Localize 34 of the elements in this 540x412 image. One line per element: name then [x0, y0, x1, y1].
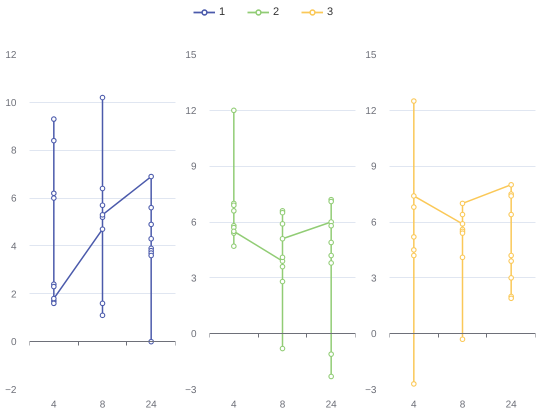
y-tick-label: 10	[5, 98, 17, 109]
y-tick-label: −3	[185, 385, 197, 396]
y-tick-label: 3	[370, 273, 377, 284]
y-tick-label: 2	[10, 289, 17, 300]
y-tick-label: 0	[370, 329, 377, 340]
x-tick-label: 8	[100, 400, 106, 410]
y-tick-label: 12	[365, 106, 377, 117]
y-tick-label: 6	[370, 218, 377, 228]
y-tick-label: 12	[5, 50, 17, 61]
legend-label: 2	[273, 6, 280, 18]
y-tick-label: 9	[190, 162, 197, 173]
legend-label: 1	[219, 6, 226, 18]
y-tick-label: 0	[10, 337, 17, 348]
x-tick-label: 24	[506, 400, 518, 410]
x-tick-label: 24	[326, 400, 338, 410]
y-tick-label: −3	[365, 385, 377, 396]
x-tick-label: 8	[460, 400, 466, 410]
y-tick-label: 15	[185, 50, 197, 61]
y-tick-label: 8	[10, 146, 17, 157]
y-tick-label: −2	[5, 385, 17, 396]
y-tick-label: 9	[370, 162, 377, 173]
y-tick-label: 6	[10, 194, 17, 205]
x-tick-label: 4	[51, 400, 58, 410]
legend-label: 3	[327, 6, 334, 18]
y-tick-label: 3	[190, 273, 197, 284]
x-tick-label: 24	[146, 400, 158, 410]
y-tick-label: 15	[365, 50, 377, 61]
y-tick-label: 12	[185, 106, 197, 117]
y-tick-label: 6	[190, 218, 197, 228]
x-tick-label: 4	[411, 400, 418, 410]
y-tick-label: 0	[190, 329, 197, 340]
x-tick-label: 4	[231, 400, 238, 410]
x-tick-label: 8	[280, 400, 286, 410]
y-tick-label: 4	[10, 241, 17, 252]
